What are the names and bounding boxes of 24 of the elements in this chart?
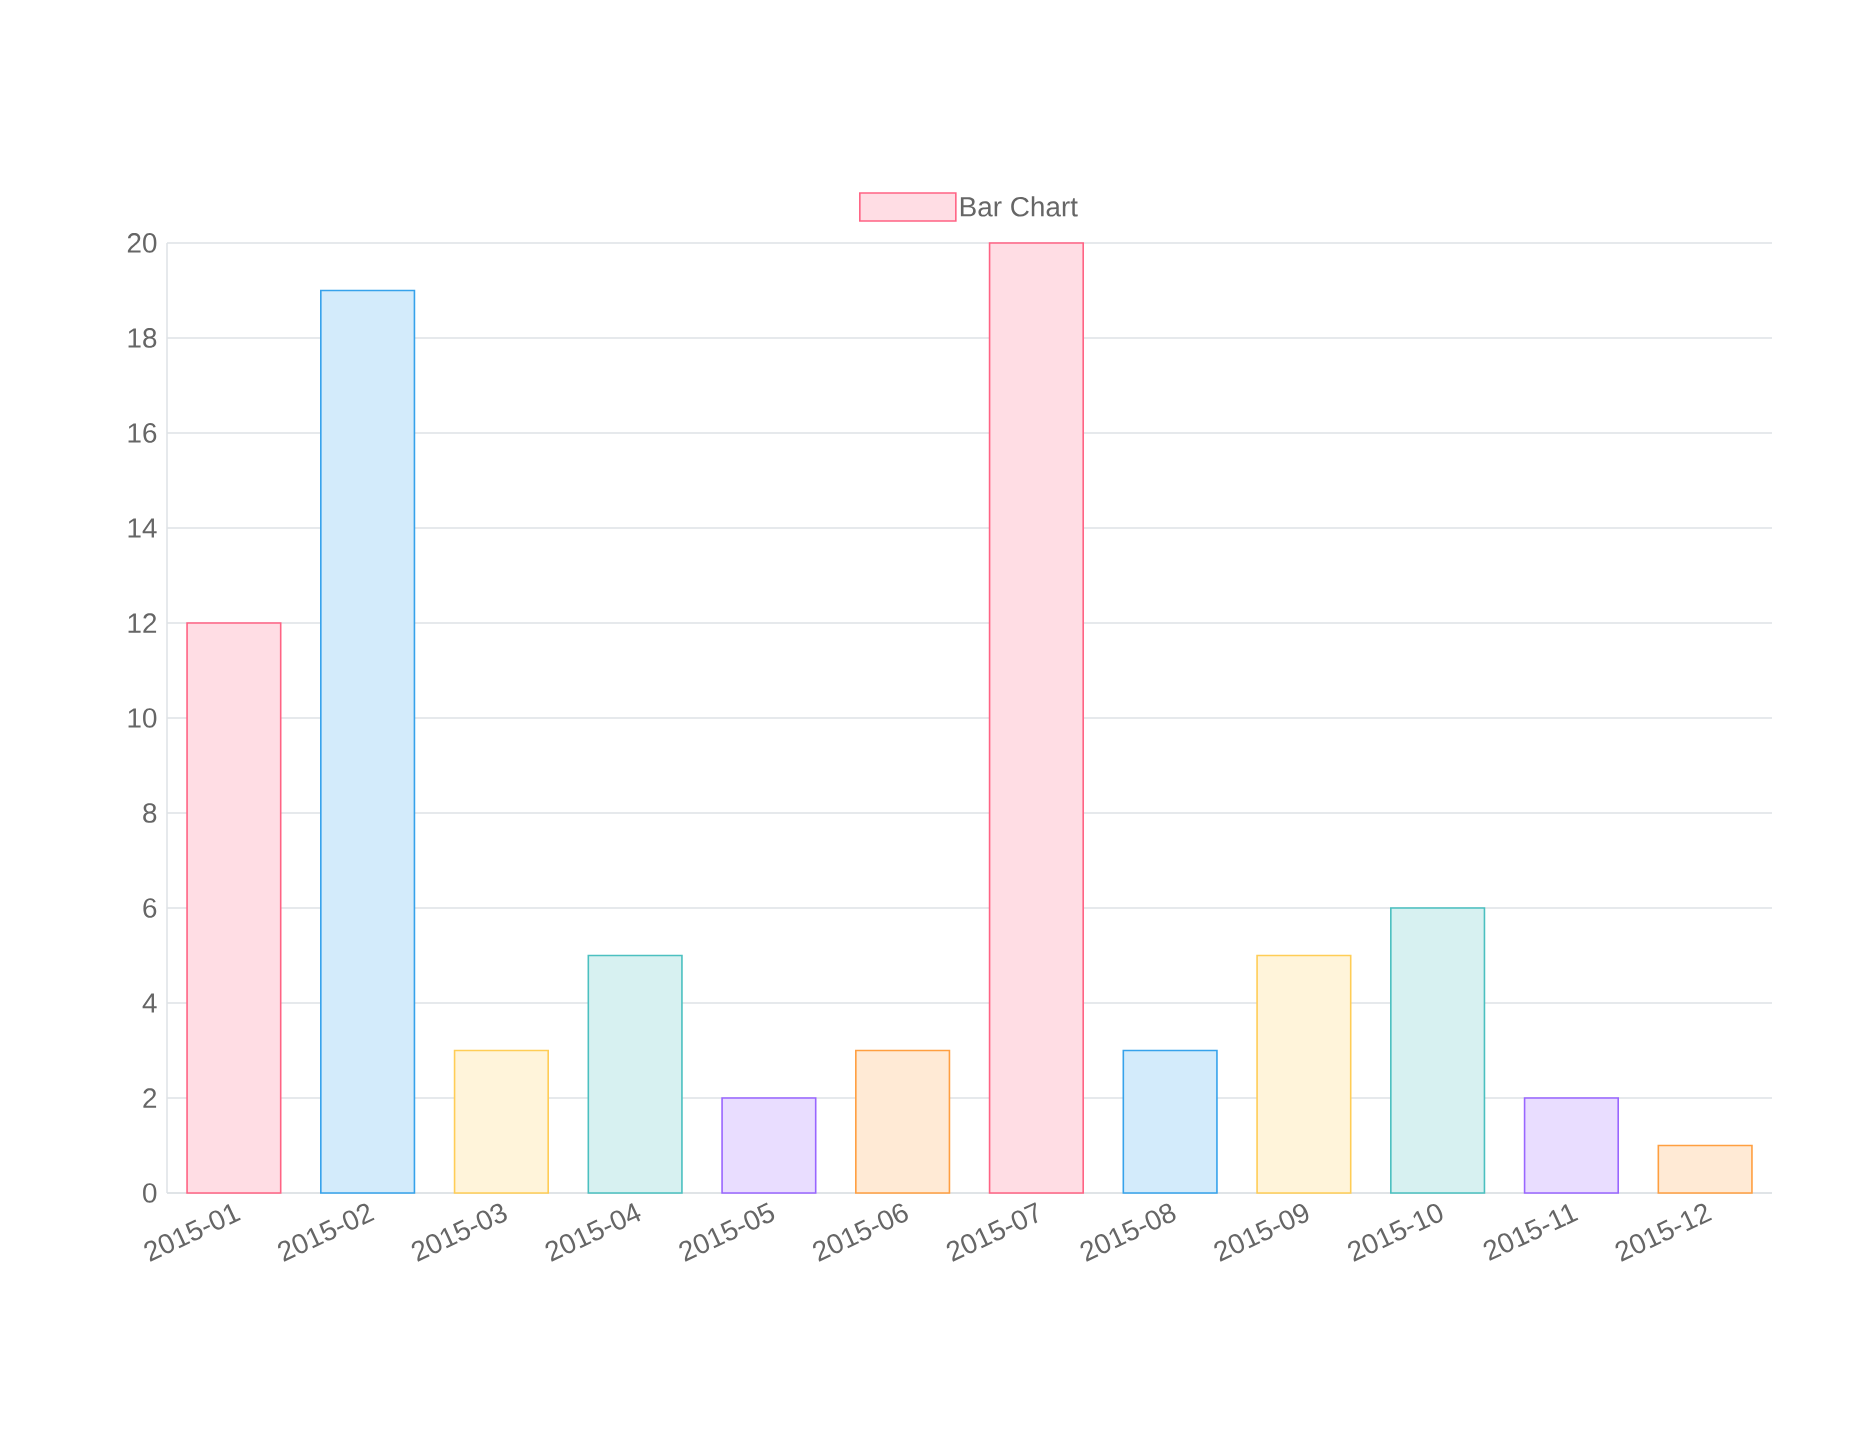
bar	[453, 1049, 549, 1194]
y-tick-label: 0	[143, 1183, 157, 1203]
bar	[1256, 954, 1352, 1194]
y-tick-label: 4	[142, 993, 157, 1013]
y-tick-label: 18	[128, 328, 157, 348]
bar	[1122, 1049, 1218, 1194]
y-tick-label: 12	[128, 613, 157, 633]
y-tick-label: 10	[128, 708, 157, 728]
bar	[1523, 1097, 1620, 1194]
bar	[855, 1049, 951, 1194]
bar	[320, 289, 416, 1194]
bar	[988, 242, 1084, 1194]
y-tick-label: 20	[127, 233, 157, 253]
bar	[1657, 1144, 1753, 1194]
bar	[587, 954, 683, 1194]
y-tick-label: 2	[143, 1088, 157, 1108]
bar	[721, 1097, 817, 1194]
y-tick-label: 16	[128, 423, 157, 443]
bar	[186, 622, 282, 1194]
legend-label: Bar Chart	[960, 196, 1078, 217]
bar	[1390, 907, 1486, 1194]
y-tick-label: 6	[143, 898, 157, 918]
y-tick-label: 14	[128, 518, 157, 538]
y-tick-label: 8	[143, 803, 157, 823]
